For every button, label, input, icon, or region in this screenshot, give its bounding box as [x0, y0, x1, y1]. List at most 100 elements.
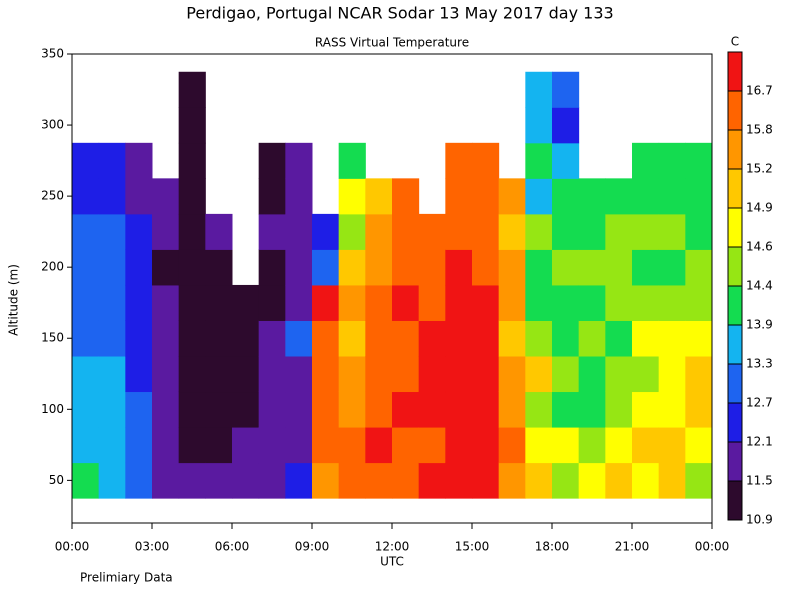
cell [205, 213, 233, 250]
x-tick-label: 21:00 [615, 540, 650, 554]
cell [338, 284, 366, 321]
cell [258, 356, 286, 393]
colorbar-tick-label: 12.7 [746, 396, 773, 410]
cell [445, 391, 473, 428]
cell [605, 427, 633, 464]
cell [418, 249, 446, 286]
cell [232, 356, 260, 393]
cell [445, 462, 473, 499]
x-tick-label: 00:00 [695, 540, 730, 554]
cell [98, 249, 126, 286]
x-tick-label: 00:00 [55, 540, 90, 554]
cell [578, 213, 606, 250]
cell [578, 249, 606, 286]
y-axis-label: Altitude (m) [7, 264, 21, 336]
cell [605, 178, 633, 215]
cell [605, 391, 633, 428]
cell [285, 391, 313, 428]
cell [445, 213, 473, 250]
cell [232, 320, 260, 357]
cell [552, 249, 580, 286]
cell [418, 462, 446, 499]
x-tick-label: 09:00 [295, 540, 330, 554]
cell [525, 356, 553, 393]
cell [72, 391, 100, 428]
cell [632, 249, 660, 286]
cell [445, 320, 473, 357]
colorbar-band [728, 403, 742, 442]
cell [685, 320, 713, 357]
cell [525, 142, 553, 179]
cell [578, 284, 606, 321]
cell [178, 391, 206, 428]
x-tick-label: 15:00 [455, 540, 490, 554]
cell [365, 320, 393, 357]
cell [178, 107, 206, 144]
cell [338, 427, 366, 464]
cell [178, 142, 206, 179]
x-tick-label: 12:00 [375, 540, 410, 554]
cell [498, 284, 526, 321]
cell [72, 142, 100, 179]
cell [658, 427, 686, 464]
colorbar-tick-label: 15.8 [746, 123, 773, 137]
y-tick-label: 100 [41, 402, 64, 416]
cell [152, 427, 180, 464]
cell [392, 462, 420, 499]
x-tick-label: 03:00 [135, 540, 170, 554]
cell [72, 356, 100, 393]
cell [578, 320, 606, 357]
cell [525, 427, 553, 464]
colorbar-band [728, 364, 742, 403]
cell [685, 462, 713, 499]
cell [98, 213, 126, 250]
x-tick-label: 18:00 [535, 540, 570, 554]
y-tick-label: 200 [41, 260, 64, 274]
cell [205, 391, 233, 428]
colorbar-tick-label: 14.6 [746, 240, 773, 254]
colorbar-label: C [731, 35, 739, 49]
cell [632, 142, 660, 179]
cell [472, 391, 500, 428]
cell [205, 249, 233, 286]
cell [125, 178, 153, 215]
cell [605, 249, 633, 286]
cell [178, 71, 206, 108]
cell [365, 249, 393, 286]
cell [525, 391, 553, 428]
cell [632, 213, 660, 250]
cell [312, 284, 340, 321]
cell [338, 391, 366, 428]
cell [552, 391, 580, 428]
cell [258, 142, 286, 179]
colorbar-band [728, 169, 742, 208]
cell [472, 178, 500, 215]
cell [312, 249, 340, 286]
cell [472, 462, 500, 499]
cell [125, 142, 153, 179]
cell [445, 249, 473, 286]
cell [365, 284, 393, 321]
cell [365, 462, 393, 499]
cell [525, 107, 553, 144]
cell [258, 249, 286, 286]
cell [685, 213, 713, 250]
cell [285, 178, 313, 215]
cell [258, 427, 286, 464]
cell [525, 178, 553, 215]
cell [125, 356, 153, 393]
cell [632, 462, 660, 499]
cell [285, 284, 313, 321]
cell [552, 178, 580, 215]
y-tick-label: 350 [41, 47, 64, 61]
cell [312, 427, 340, 464]
cell [205, 462, 233, 499]
colorbar-band [728, 481, 742, 520]
cell [472, 213, 500, 250]
cell [632, 356, 660, 393]
cell [152, 284, 180, 321]
colorbar-tick-label: 14.4 [746, 279, 773, 293]
cell [98, 178, 126, 215]
chart-title: Perdigao, Portugal NCAR Sodar 13 May 201… [186, 4, 613, 23]
